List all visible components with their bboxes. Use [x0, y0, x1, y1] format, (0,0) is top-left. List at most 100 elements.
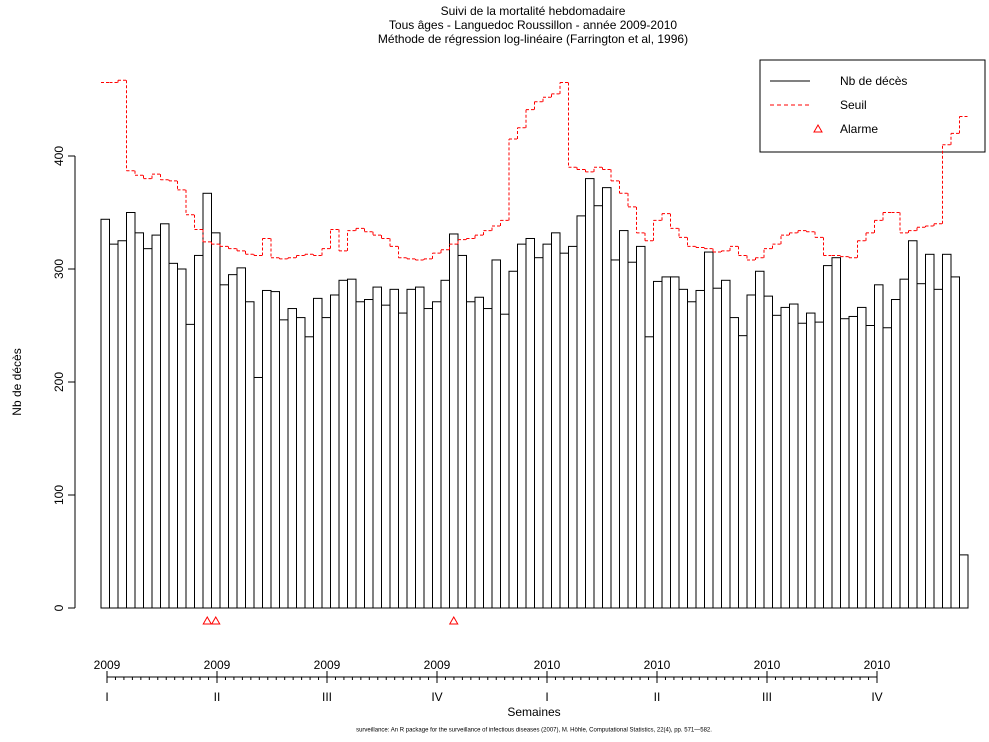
- x-quarter-label: III: [762, 690, 772, 704]
- x-year-label: 2009: [204, 658, 231, 672]
- bar: [559, 252, 569, 609]
- bar: [423, 308, 433, 609]
- bar: [483, 308, 493, 609]
- bar: [789, 303, 799, 609]
- alarm-marker: [210, 615, 221, 625]
- bar: [942, 253, 952, 609]
- bar: [644, 336, 654, 609]
- alarm-marker: [202, 615, 213, 625]
- bar: [321, 317, 331, 609]
- bar: [304, 336, 314, 609]
- bar: [568, 245, 578, 609]
- bar: [627, 261, 637, 609]
- y-tick-label: 100: [52, 485, 66, 505]
- bar: [440, 279, 450, 609]
- bar: [228, 274, 238, 609]
- bar: [670, 276, 680, 609]
- bar: [925, 253, 935, 609]
- bar: [279, 319, 289, 609]
- bar: [372, 286, 382, 609]
- bar: [406, 288, 416, 609]
- bar: [576, 215, 586, 609]
- bar: [517, 243, 527, 609]
- bar: [882, 327, 892, 609]
- bar: [525, 237, 535, 609]
- legend-label: Seuil: [840, 98, 867, 112]
- chart-subtitle: Tous âges - Languedoc Roussillon - année…: [389, 18, 678, 32]
- legend-marker: [813, 123, 823, 133]
- bar: [177, 268, 187, 609]
- bar: [253, 376, 263, 609]
- bar: [602, 187, 612, 609]
- x-year-label: 2010: [754, 658, 781, 672]
- bar: [831, 257, 841, 609]
- x-year-label: 2009: [424, 658, 451, 672]
- y-tick-label: 200: [52, 372, 66, 392]
- bar: [891, 299, 901, 609]
- bar: [194, 254, 204, 609]
- bar: [466, 301, 476, 609]
- bar: [585, 178, 595, 609]
- bar: [160, 223, 170, 609]
- bar: [704, 251, 714, 609]
- bar: [610, 259, 620, 609]
- bar: [874, 284, 884, 609]
- bar: [134, 232, 144, 609]
- bar: [916, 283, 926, 609]
- bar: [636, 245, 646, 609]
- bar: [534, 257, 544, 609]
- bar: [678, 288, 688, 609]
- bar: [772, 314, 782, 609]
- x-axis-label: Semaines: [507, 705, 560, 719]
- bar: [270, 291, 280, 609]
- x-quarter-label: I: [105, 690, 108, 704]
- x-quarter-label: III: [322, 690, 332, 704]
- bar: [151, 234, 161, 609]
- bar: [738, 335, 748, 609]
- bar: [933, 288, 943, 609]
- bar: [415, 286, 425, 609]
- x-year-label: 2010: [534, 658, 561, 672]
- bar: [619, 230, 629, 609]
- legend: [759, 59, 986, 153]
- bar: [432, 301, 442, 609]
- x-quarter-label: II: [654, 690, 661, 704]
- bar: [168, 262, 178, 609]
- bar: [814, 321, 824, 609]
- chart-subtitle: Méthode de régression log-linéaire (Farr…: [378, 32, 688, 46]
- bar: [959, 554, 969, 609]
- x-quarter-label: II: [214, 690, 221, 704]
- bar: [296, 317, 306, 609]
- bar: [653, 280, 663, 609]
- bar: [202, 192, 212, 609]
- bar: [338, 279, 348, 609]
- bar: [763, 295, 773, 609]
- bar: [474, 296, 484, 609]
- legend-label: Nb de décès: [840, 74, 907, 88]
- bar: [797, 322, 807, 609]
- bar: [245, 301, 255, 609]
- bar: [381, 304, 391, 609]
- bar: [117, 240, 127, 609]
- bar: [185, 323, 195, 609]
- alarm-marker: [448, 615, 459, 625]
- bar: [457, 254, 467, 609]
- x-quarter-label: IV: [431, 690, 442, 704]
- bar: [729, 317, 739, 609]
- bar: [823, 265, 833, 609]
- bar: [126, 212, 136, 609]
- bar: [491, 259, 501, 609]
- bar: [695, 289, 705, 609]
- bar: [857, 306, 867, 609]
- bar: [806, 312, 816, 609]
- bar: [389, 288, 399, 609]
- bar: [899, 278, 909, 609]
- bar: [313, 297, 323, 609]
- x-year-label: 2009: [94, 658, 121, 672]
- bar: [143, 248, 153, 609]
- bar: [330, 294, 340, 609]
- bar: [950, 276, 960, 609]
- bar: [661, 276, 671, 609]
- bar: [236, 267, 246, 609]
